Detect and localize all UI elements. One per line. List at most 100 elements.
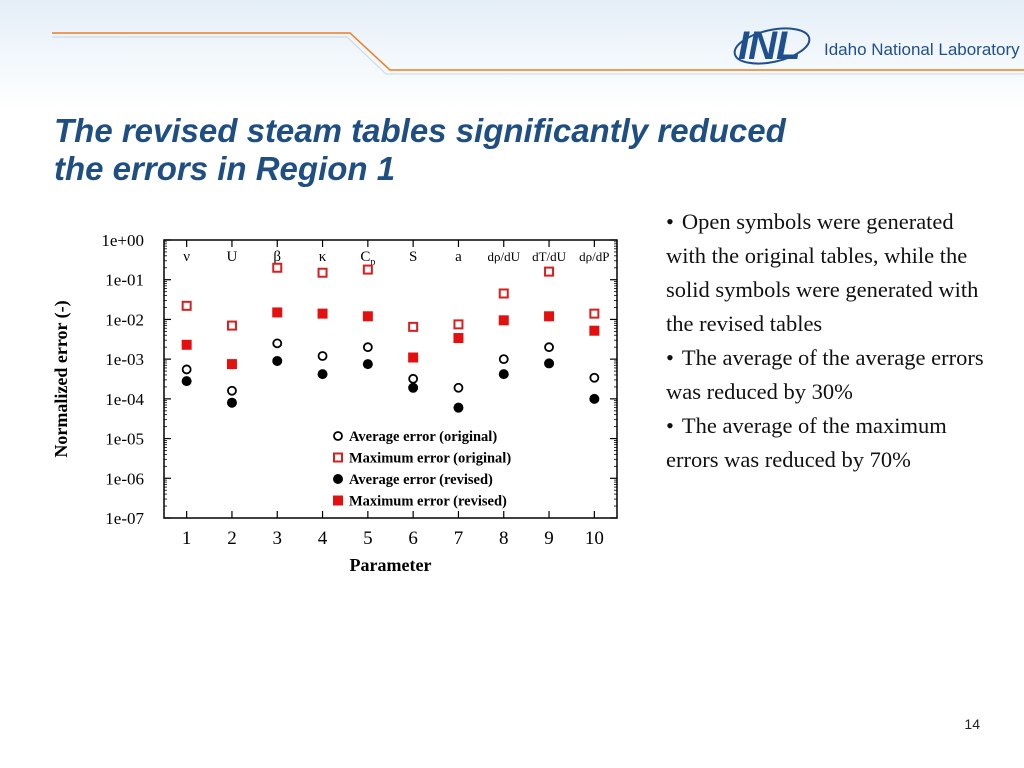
data-point-solid-square bbox=[453, 333, 464, 344]
data-point-open-circle bbox=[589, 372, 600, 383]
data-point-solid-square bbox=[408, 352, 419, 363]
data-point-open-square bbox=[181, 300, 192, 311]
bullet-list: • Open symbols were generated with the or… bbox=[666, 205, 986, 477]
x-tick-label: 2 bbox=[227, 528, 237, 549]
legend-marker-solid-square bbox=[333, 495, 343, 506]
y-tick-label: 1e-02 bbox=[105, 310, 144, 329]
error-chart: 1e+00 1e-01 1e-02 1e-03 1e-04 1e-05 1e-06 1e-07… bbox=[40, 225, 630, 585]
x-axis-label: Parameter bbox=[350, 555, 432, 575]
x-tick-label: 6 bbox=[408, 528, 418, 549]
data-point-solid-square bbox=[181, 339, 192, 350]
data-point-solid-circle bbox=[226, 397, 237, 408]
accent-line-orange bbox=[52, 32, 1024, 71]
data-point-solid-square bbox=[498, 315, 509, 326]
data-point-solid-square bbox=[317, 308, 328, 319]
data-point-open-square bbox=[317, 267, 328, 278]
bullet-dot: • bbox=[666, 413, 674, 438]
x-tick-label: 1 bbox=[182, 528, 192, 549]
bullet-text: The average of the maximum errors was re… bbox=[666, 413, 947, 472]
x-tick-label: 8 bbox=[499, 528, 509, 549]
y-tick-label: 1e-07 bbox=[105, 509, 144, 528]
title-line-2: the errors in Region 1 bbox=[54, 150, 396, 187]
data-point-solid-circle bbox=[272, 355, 283, 366]
x-tick-label: 10 bbox=[585, 528, 604, 549]
legend-label: Average error (original) bbox=[349, 429, 497, 445]
bullet-text: The average of the average errors was re… bbox=[666, 345, 984, 404]
legend-marker-open-square bbox=[333, 452, 343, 463]
slide-title: The revised steam tables significantly r… bbox=[54, 112, 974, 188]
data-point-solid-circle bbox=[544, 358, 555, 369]
data-point-solid-square bbox=[544, 311, 555, 322]
parameter-label: κ bbox=[319, 249, 327, 265]
logo-mark: INL bbox=[738, 24, 800, 68]
data-point-solid-square bbox=[589, 325, 600, 336]
logo-swoosh-icon bbox=[733, 27, 811, 65]
accent-line-grey bbox=[52, 36, 1024, 75]
parameter-label: ν bbox=[183, 249, 190, 265]
bullet-item: • The average of the average errors was r… bbox=[666, 341, 986, 409]
x-tick-label: 7 bbox=[454, 528, 464, 549]
page-number: 14 bbox=[964, 716, 980, 732]
parameter-label: a bbox=[455, 249, 462, 265]
x-tick-label: 5 bbox=[363, 528, 373, 549]
data-point-solid-circle bbox=[317, 369, 328, 380]
logo-name: Idaho National Laboratory bbox=[824, 40, 1020, 59]
bullet-dot: • bbox=[666, 209, 674, 234]
parameter-label: U bbox=[227, 249, 238, 265]
data-point-solid-circle bbox=[453, 402, 464, 413]
chart-svg: 1e+00 1e-01 1e-02 1e-03 1e-04 1e-05 1e-06 1e-07… bbox=[51, 231, 618, 575]
title-line-1: The revised steam tables significantly r… bbox=[54, 112, 786, 149]
inl-logo: INL Idaho National Laboratory bbox=[733, 24, 1020, 76]
bullet-item: • The average of the maximum errors was r… bbox=[666, 409, 986, 477]
data-point-solid-square bbox=[272, 307, 283, 318]
data-point-open-square bbox=[498, 288, 509, 299]
y-axis-label: Normalized error (-) bbox=[51, 300, 72, 457]
data-point-open-circle bbox=[181, 364, 192, 375]
y-tick-label: 1e-01 bbox=[105, 271, 144, 290]
legend-marker-open-circle bbox=[333, 431, 343, 441]
y-tick-label: 1e+00 bbox=[101, 231, 144, 250]
legend-marker-solid-circle bbox=[333, 474, 343, 484]
data-point-open-circle bbox=[498, 354, 509, 365]
parameter-label: dρ/dU bbox=[488, 249, 521, 264]
data-point-solid-circle bbox=[181, 376, 192, 387]
x-tick-label: 9 bbox=[544, 528, 554, 549]
data-point-open-circle bbox=[544, 342, 554, 353]
legend-label: Average error (revised) bbox=[349, 472, 493, 488]
y-tick-label: 1e-04 bbox=[105, 390, 144, 409]
y-tick-label: 1e-05 bbox=[105, 430, 144, 449]
data-point-open-circle bbox=[408, 373, 419, 384]
x-tick-label: 4 bbox=[318, 528, 328, 549]
data-point-solid-circle bbox=[589, 393, 600, 404]
parameter-label: S bbox=[409, 249, 417, 265]
data-point-solid-square bbox=[226, 359, 237, 370]
legend-label: Maximum error (revised) bbox=[349, 494, 507, 510]
bullet-dot: • bbox=[666, 345, 674, 370]
data-point-open-square bbox=[408, 321, 419, 332]
bullet-item: • Open symbols were generated with the or… bbox=[666, 205, 986, 341]
data-point-open-square bbox=[589, 308, 600, 319]
data-point-open-circle bbox=[227, 385, 237, 396]
legend-label: Maximum error (original) bbox=[349, 451, 511, 467]
header-decoration bbox=[52, 32, 1024, 75]
y-tick-label: 1e-06 bbox=[105, 469, 144, 488]
bullet-text: Open symbols were generated with the ori… bbox=[666, 209, 979, 336]
parameter-label-subscript: p bbox=[370, 257, 375, 268]
data-point-solid-circle bbox=[362, 359, 373, 370]
plot-frame bbox=[163, 239, 618, 519]
x-tick-label: 3 bbox=[273, 528, 283, 549]
data-point-open-circle bbox=[362, 342, 373, 353]
y-tick-label: 1e-03 bbox=[105, 350, 144, 369]
data-point-solid-circle bbox=[408, 382, 419, 393]
data-point-open-circle bbox=[272, 338, 283, 349]
data-point-solid-circle bbox=[498, 369, 509, 380]
parameter-label: dρ/dP bbox=[579, 249, 609, 264]
data-point-open-square bbox=[272, 262, 283, 273]
parameter-label: β bbox=[273, 249, 281, 265]
data-point-open-square bbox=[362, 264, 373, 275]
data-point-open-square bbox=[453, 319, 464, 330]
data-point-open-circle bbox=[453, 382, 464, 393]
data-point-open-square bbox=[226, 320, 237, 331]
data-point-solid-square bbox=[362, 311, 373, 322]
parameter-label: dT/dU bbox=[532, 249, 567, 264]
